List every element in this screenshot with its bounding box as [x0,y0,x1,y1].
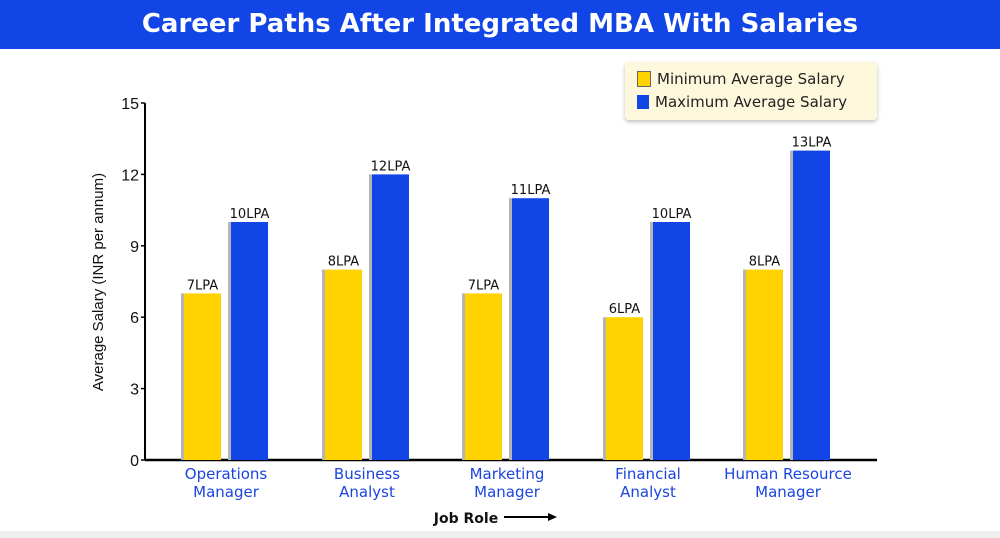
bar-max [372,174,409,460]
bar-shadow [181,293,184,460]
data-label: 10LPA [652,207,692,222]
y-tick-label: 6 [130,310,139,327]
bar-min [184,293,221,460]
x-tick-label: Manager [474,483,541,501]
bar-min [465,293,502,460]
x-axis-title: Job Role [433,511,498,527]
data-label: 6LPA [609,302,641,317]
data-label: 8LPA [749,255,781,270]
data-label: 7LPA [468,278,500,293]
bar-max [512,198,549,460]
data-label: 12LPA [371,159,411,174]
x-tick-label: Operations [185,465,268,483]
y-tick-label: 15 [121,96,139,113]
bar-shadow [650,222,653,460]
bar-min [606,317,643,460]
bar-shadow [462,293,465,460]
y-axis-title: Average Salary (INR per annum) [90,173,107,391]
legend-swatch-min [637,71,651,87]
bar-max [653,222,690,460]
bar-min [746,269,783,460]
bar-shadow [603,317,606,460]
legend: Minimum Average Salary Maximum Average S… [625,62,877,120]
x-tick-label: Manager [193,483,260,501]
bar-max [793,150,830,460]
y-tick-label: 12 [121,167,139,184]
legend-item-min: Minimum Average Salary [637,70,845,88]
data-label: 10LPA [230,207,270,222]
legend-swatch-max [637,95,649,109]
bar-max [231,222,268,460]
x-tick-label: Human Resource [724,465,852,483]
x-tick-label: Marketing [470,465,545,483]
x-tick-label: Business [334,465,400,483]
bar-shadow [322,269,325,460]
data-label: 7LPA [187,278,219,293]
x-tick-label: Analyst [620,483,676,501]
legend-label: Minimum Average Salary [657,70,845,88]
x-tick-label: Financial [615,465,681,483]
bar-shadow [369,174,372,460]
legend-label: Maximum Average Salary [655,93,848,111]
bottom-strip [0,531,1000,538]
y-tick-label: 9 [130,239,139,256]
y-tick-label: 0 [130,453,139,470]
data-label: 11LPA [511,183,551,198]
bar-min [325,269,362,460]
bar-shadow [509,198,512,460]
x-tick-label: Manager [755,483,822,501]
y-tick-label: 3 [130,382,139,399]
x-tick-label: Analyst [339,483,395,501]
legend-item-max: Maximum Average Salary [637,93,847,111]
data-label: 13LPA [792,136,832,151]
bar-shadow [743,269,746,460]
bar-shadow [790,150,793,460]
arrow-right-icon [548,513,557,521]
bar-shadow [228,222,231,460]
chart-title: Career Paths After Integrated MBA With S… [0,0,1000,49]
data-label: 8LPA [328,255,360,270]
